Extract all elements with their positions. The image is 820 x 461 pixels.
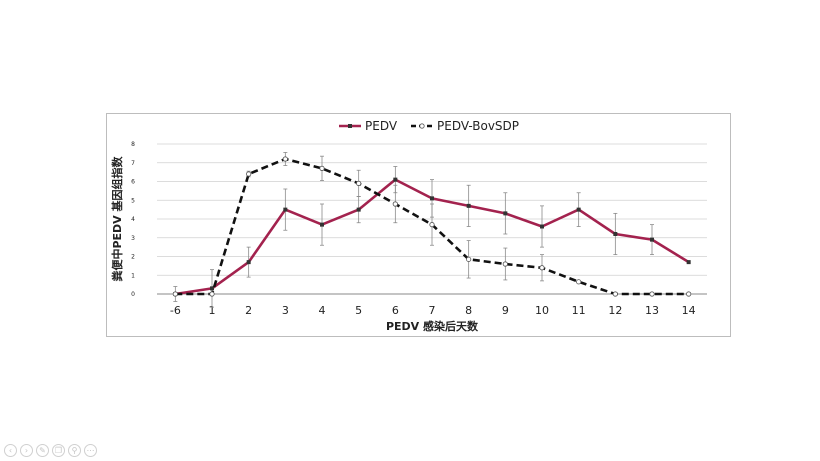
series [172, 156, 692, 297]
y-tick-label: 4 [131, 216, 135, 223]
y-tick-label: 1 [131, 272, 135, 279]
x-tick-label: 6 [392, 304, 399, 317]
data-point [356, 180, 362, 186]
y-tick-label: 7 [131, 160, 135, 167]
data-point [466, 203, 471, 208]
data-point [650, 237, 654, 242]
more-icon[interactable]: ⋯ [84, 444, 97, 457]
data-point [576, 207, 581, 212]
data-point [282, 156, 288, 162]
y-tick-labels: 0 1 2 3 4 5 6 7 8 [131, 141, 135, 298]
x-tick-label: 8 [465, 304, 472, 317]
data-point [210, 286, 214, 291]
data-point [246, 171, 252, 177]
legend-marker [348, 124, 352, 128]
data-point [209, 291, 215, 297]
data-point [429, 222, 435, 228]
y-tick-label: 6 [131, 179, 135, 186]
x-tick-label: 12 [608, 304, 622, 317]
x-tick-label: 5 [355, 304, 362, 317]
x-tick-label: 4 [319, 304, 326, 317]
x-tick-label: 3 [282, 304, 289, 317]
data-point [319, 165, 325, 171]
data-point [430, 196, 434, 201]
data-point [612, 291, 618, 297]
data-point [392, 201, 398, 207]
y-axis-title: 粪便中PEDV 基因组指数 [110, 155, 124, 281]
data-point [686, 260, 691, 265]
legend: PEDV PEDV-BovSDP [339, 119, 519, 133]
data-point [576, 279, 582, 285]
x-tick-label: 11 [572, 304, 586, 317]
copy-icon[interactable]: ❐ [52, 444, 65, 457]
y-tick-label: 2 [131, 254, 135, 261]
data-point [320, 222, 324, 227]
data-point [503, 211, 508, 216]
next-icon[interactable]: › [20, 444, 33, 457]
data-point [283, 207, 288, 212]
zoom-icon[interactable]: ⚲ [68, 444, 81, 457]
slide-controls: ‹ › ✎ ❐ ⚲ ⋯ [4, 444, 97, 457]
legend-label: PEDV [365, 119, 398, 133]
y-tick-label: 3 [131, 235, 135, 242]
data-point [649, 291, 655, 297]
x-tick-label: 2 [245, 304, 252, 317]
x-tick-label: 14 [682, 304, 696, 317]
data-point [246, 260, 251, 265]
x-tick-label: -6 [170, 304, 181, 317]
x-tick-label: 7 [429, 304, 436, 317]
data-point [539, 265, 545, 271]
data-point [686, 291, 692, 297]
x-axis-title: PEDV 感染后天数 [386, 319, 479, 333]
y-tick-label: 0 [131, 291, 135, 298]
data-point [502, 261, 508, 267]
data-point [466, 256, 472, 262]
data-point [393, 177, 398, 182]
prev-icon[interactable]: ‹ [4, 444, 17, 457]
pen-icon[interactable]: ✎ [36, 444, 49, 457]
x-tick-label: 1 [209, 304, 216, 317]
data-point [356, 207, 361, 212]
legend-label: PEDV-BovSDP [437, 119, 519, 133]
data-point [613, 232, 618, 236]
y-tick-label: 8 [131, 141, 135, 148]
data-point [540, 224, 544, 229]
x-tick-label: 10 [535, 304, 549, 317]
x-tick-label: 9 [502, 304, 509, 317]
y-tick-label: 5 [131, 197, 135, 204]
x-tick-labels: -6 1 2 3 4 5 6 7 8 9 10 11 12 13 14 [170, 304, 696, 317]
legend-marker [419, 123, 425, 129]
x-tick-label: 13 [645, 304, 659, 317]
data-point [172, 291, 178, 297]
